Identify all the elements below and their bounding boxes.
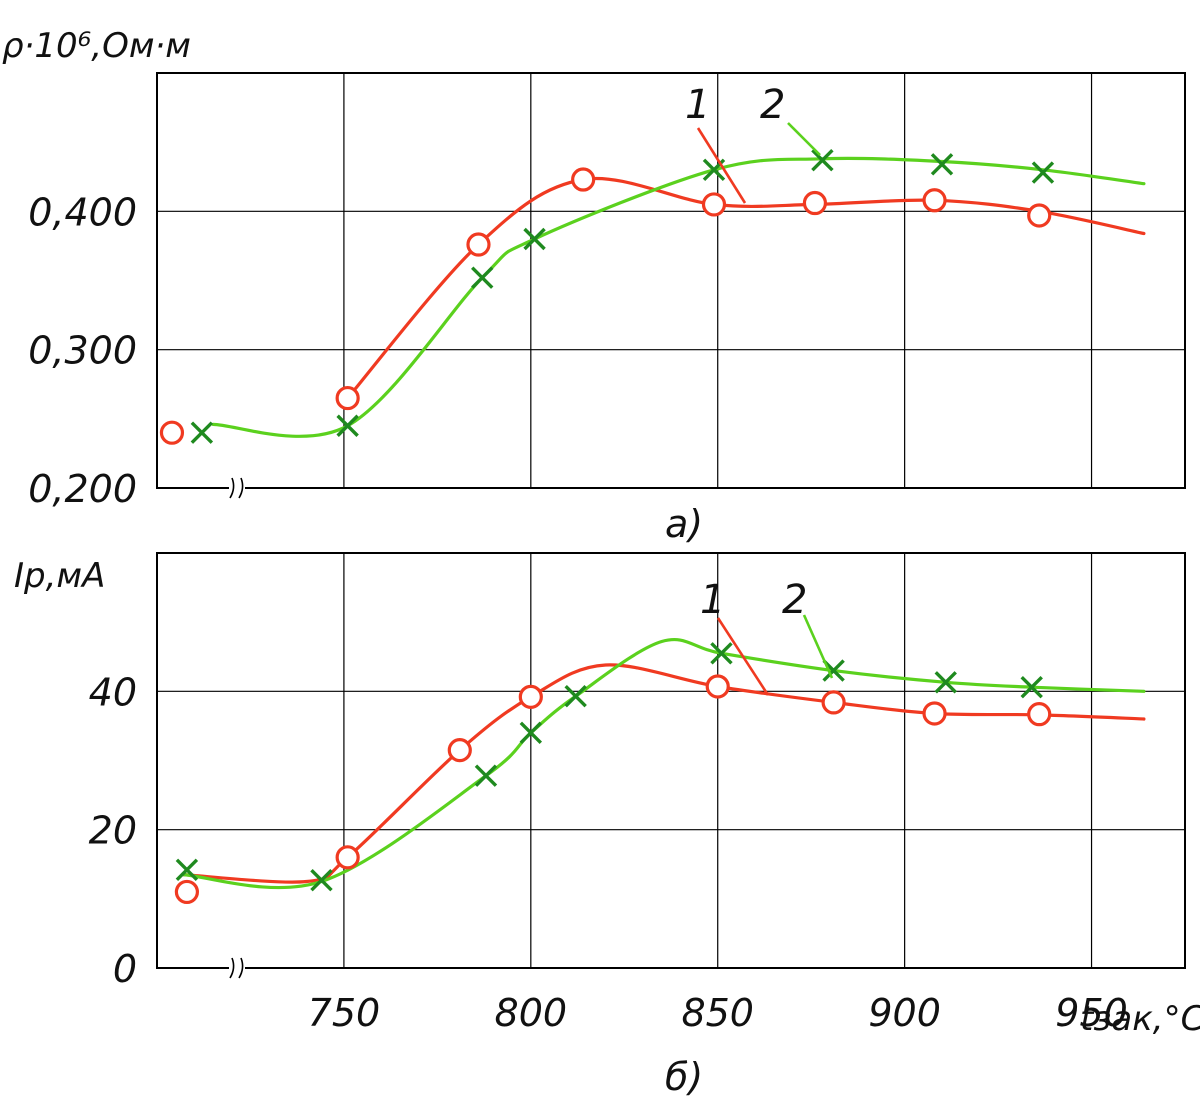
panel-a-series-1-point (922, 188, 947, 213)
panel-a-series-1-label: 1 (685, 82, 710, 128)
panel-b-series-1-line (181, 663, 1146, 884)
panel-b-chart: 0 20 40 750 800 850 900 950 1 2 (89, 552, 1186, 1035)
panel-a-series-2-point (811, 148, 834, 172)
panel-b-series-1-point (1027, 702, 1052, 727)
panel-b-ytick-label: 20 (89, 809, 137, 853)
panel-b-series-2-leader (802, 614, 834, 679)
panel-b-series-2-point (519, 721, 543, 745)
panel-a-ytick-label: 0,400 (28, 190, 137, 234)
panel-a-series-2-point (336, 414, 359, 437)
panel-b-series-1-label: 1 (700, 577, 725, 623)
panel-a-series-2-point (930, 153, 954, 176)
panel-b-series-2-point (564, 684, 587, 708)
panel-b-xtick-label: 850 (681, 991, 754, 1035)
panel-b-axis-break (229, 957, 245, 979)
panel-b-series-1-leader (716, 617, 770, 696)
panel-b-xtick-label: 900 (868, 991, 941, 1035)
panel-a-ytick-label: 0,300 (28, 329, 137, 373)
panel-a-series-2-point (1031, 161, 1055, 184)
panel-b-series-2-label: 2 (782, 577, 807, 623)
panel-b-series-2-point (175, 858, 199, 881)
panel-b-series-2-point (1020, 675, 1043, 699)
panel-b-series-2-point (474, 764, 498, 787)
panel-a-series-1-point (335, 385, 360, 411)
panel-b-series-2-point (710, 642, 733, 665)
panel-a-series-1-point (571, 167, 596, 192)
panel-b-tag: б) (665, 1055, 703, 1099)
panel-a-chart: 0,200 0,300 0,400 1 2 (28, 72, 1186, 511)
panel-a-plot-frame (156, 72, 1186, 489)
panel-b-series-1-point (922, 701, 947, 726)
panel-a-ylabel: ρ·10⁶,Ом·м (2, 26, 191, 66)
panel-b-plot-frame (156, 552, 1186, 969)
panel-b-series-2-point (934, 671, 957, 694)
panel-a-series-1-leader (696, 127, 747, 204)
panel-b-ylabel: Iр,мА (14, 556, 105, 596)
panel-b-xtick-label: 950 (1055, 991, 1128, 1035)
panel-a-ytick-label: 0,200 (28, 467, 137, 511)
panel-b-series-1-point (821, 690, 846, 715)
panel-b-series-1-point (447, 738, 472, 763)
panel-a-series-1-point (466, 232, 491, 257)
panel-b-series-1-point (174, 879, 200, 905)
panel-a-tag: a) (665, 502, 703, 546)
panel-b-series-1-point (518, 684, 543, 709)
x-axis-label: tзак,°С (1080, 999, 1200, 1039)
panel-b-xtick-label: 750 (308, 991, 381, 1035)
panel-a-series-1-point (701, 192, 727, 217)
panel-b-series-1-point (705, 674, 730, 699)
panel-b-series-2-line (181, 637, 1146, 890)
panel-a-series-1-point (1027, 203, 1052, 228)
panel-a-series-1-point (802, 190, 828, 216)
panel-a-series-2-point (471, 266, 494, 289)
panel-b-series-1-point (335, 845, 360, 870)
panel-a-series-2-label: 2 (760, 82, 785, 128)
panel-a-series-2-point (190, 421, 214, 444)
panel-a-axis-break (229, 477, 245, 499)
panel-b-ytick-label: 0 (113, 947, 137, 991)
panel-a-series-2-leader (787, 122, 821, 156)
panel-b-xtick-label: 800 (495, 991, 568, 1035)
panel-b-series-2-point (310, 868, 333, 892)
panel-a-series-2-point (523, 227, 546, 251)
panel-a-series-2-line (211, 156, 1146, 438)
panel-b-ytick-label: 40 (89, 670, 137, 714)
panel-a-series-1-point (159, 420, 185, 445)
